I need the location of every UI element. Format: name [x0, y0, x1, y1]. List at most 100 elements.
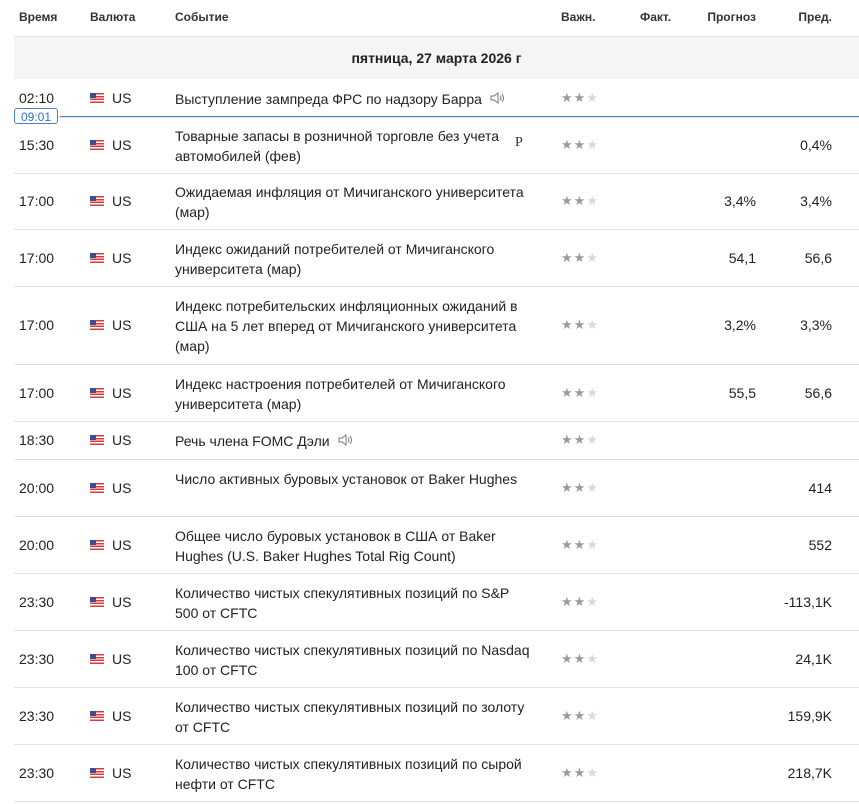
importance-stars: ★★★ [561, 765, 599, 781]
event-time: 20:00 [19, 479, 55, 496]
previous-value: 3,4% [800, 193, 832, 209]
event-title-cell[interactable]: Количество чистых спекулятивных позиций … [175, 697, 535, 737]
event-title[interactable]: Количество чистых спекулятивных позиций … [175, 755, 522, 792]
event-title[interactable]: Количество чистых спекулятивных позиций … [175, 641, 530, 678]
forecast-value: 54,1 [728, 249, 756, 266]
event-title-cell[interactable]: Индекс потребительских инфляционных ожид… [175, 296, 535, 356]
event-title[interactable]: Выступление зампреда ФРС по надзору Барр… [175, 91, 482, 107]
star-icon: ★ [561, 764, 574, 780]
current-time-badge: 09:01 [14, 108, 58, 124]
importance-stars: ★★★ [561, 537, 599, 553]
star-icon: ★ [561, 593, 574, 609]
event-time: 17:00 [19, 384, 55, 401]
event-time: 20:00 [19, 536, 55, 553]
event-row[interactable]: 23:30 US Количество чистых спекулятивных п… [0, 631, 859, 688]
event-title[interactable]: Индекс ожиданий потребителей от Мичиганс… [175, 240, 495, 277]
event-title[interactable]: Число активных буровых установок от Bake… [175, 470, 518, 487]
header-event[interactable]: Событие [175, 10, 229, 24]
star-icon: ★ [586, 317, 599, 332]
star-icon: ★ [561, 384, 574, 400]
header-divider [14, 36, 859, 37]
event-time: 02:10 [19, 90, 55, 106]
us-flag-icon [90, 482, 104, 493]
header-currency[interactable]: Валюта [90, 10, 136, 24]
speech-icon [338, 434, 352, 447]
row-divider [14, 516, 859, 517]
event-title-cell[interactable]: Ожидаемая инфляция от Мичиганского униве… [175, 182, 535, 222]
event-time: 15:30 [19, 137, 55, 153]
event-row[interactable]: 23:30 US Количество чистых спекулятивных п… [0, 574, 859, 631]
star-icon: ★ [573, 432, 587, 447]
event-row[interactable]: 15:30 US Товарные запасы в розничной торго… [0, 118, 859, 174]
event-title[interactable]: Количество чистых спекулятивных позиций … [175, 584, 510, 621]
star-icon: ★ [561, 193, 574, 208]
event-title-cell[interactable]: Индекс ожиданий потребителей от Мичиганс… [175, 239, 535, 279]
us-flag-icon [90, 196, 104, 207]
star-icon: ★ [586, 479, 599, 495]
event-title[interactable]: Индекс потребительских инфляционных ожид… [175, 298, 518, 354]
current-time-line [60, 116, 859, 117]
currency-cell: US [90, 385, 131, 401]
event-title-cell[interactable]: Выступление зампреда ФРС по надзору Барр… [175, 89, 535, 109]
event-title[interactable]: Общее число буровых установок в США от B… [175, 527, 496, 564]
event-row[interactable]: 17:00 US Индекс настроения потребителей от… [0, 365, 859, 422]
star-icon: ★ [573, 90, 587, 105]
star-icon: ★ [561, 249, 574, 265]
star-icon: ★ [561, 137, 574, 152]
us-flag-icon [90, 387, 104, 398]
header-forecast[interactable]: Прогноз [707, 10, 756, 24]
previous-value: 3,3% [800, 317, 832, 333]
event-title[interactable]: Индекс настроения потребителей от Мичига… [175, 375, 506, 412]
currency-code: US [112, 536, 132, 553]
event-title-cell[interactable]: Число активных буровых установок от Bake… [175, 469, 535, 489]
row-divider [14, 630, 859, 631]
event-row[interactable]: 23:30 US Количество чистых спекулятивных п… [0, 688, 859, 745]
previous-value: 0,4% [800, 137, 832, 153]
importance-stars: ★★★ [561, 708, 599, 724]
event-title[interactable]: Товарные запасы в розничной торговле без… [175, 128, 500, 164]
star-icon: ★ [586, 707, 599, 723]
header-actual[interactable]: Факт. [640, 10, 672, 24]
event-title-cell[interactable]: Речь члена FOMC Дэли [175, 431, 535, 451]
currency-code: US [112, 650, 132, 667]
importance-stars: ★★★ [561, 193, 599, 209]
event-title-cell[interactable]: Количество чистых спекулятивных позиций … [175, 583, 535, 623]
event-row[interactable]: 20:00 US Общее число буровых установок в С… [0, 517, 859, 574]
header-importance[interactable]: Важн. [561, 10, 596, 24]
speech-icon [490, 92, 504, 105]
event-row[interactable]: 17:00 US Индекс ожиданий потребителей от М… [0, 230, 859, 287]
event-row[interactable]: 20:00 US Число активных буровых установок … [0, 460, 859, 517]
importance-stars: ★★★ [561, 480, 599, 496]
event-title[interactable]: Речь члена FOMC Дэли [175, 433, 330, 449]
event-title[interactable]: Ожидаемая инфляция от Мичиганского униве… [175, 184, 524, 220]
currency-cell: US [90, 651, 131, 667]
event-title-cell[interactable]: Общее число буровых установок в США от B… [175, 526, 535, 566]
event-row[interactable]: 02:10 US Выступление зампреда ФРС по надзо… [0, 80, 859, 118]
currency-code: US [112, 384, 132, 401]
event-title-cell[interactable]: Количество чистых спекулятивных позиций … [175, 640, 535, 680]
event-title-cell[interactable]: Индекс настроения потребителей от Мичига… [175, 374, 535, 414]
row-divider [14, 459, 859, 460]
forecast-value: 55,5 [728, 384, 756, 401]
star-icon: ★ [586, 593, 599, 609]
currency-code: US [112, 193, 132, 209]
star-icon: ★ [573, 479, 587, 495]
event-title-cell[interactable]: Товарные запасы в розничной торговле без… [175, 126, 535, 166]
event-row[interactable]: 18:30 US Речь члена FOMC Дэли ★★★ [0, 422, 859, 460]
star-icon: ★ [573, 536, 587, 552]
event-row[interactable]: 23:30 US Количество чистых спекулятивных п… [0, 745, 859, 802]
event-row[interactable]: 17:00 US Ожидаемая инфляция от Мичиганског… [0, 174, 859, 230]
event-title-cell[interactable]: Количество чистых спекулятивных позиций … [175, 754, 535, 794]
event-title[interactable]: Количество чистых спекулятивных позиций … [175, 698, 525, 735]
currency-cell: US [90, 765, 131, 781]
event-row[interactable]: 17:00 US Индекс потребительских инфляционн… [0, 287, 859, 365]
row-divider [14, 229, 859, 230]
header-previous[interactable]: Пред. [798, 10, 832, 24]
star-icon: ★ [561, 707, 574, 723]
previous-value: 24,1K [795, 650, 832, 667]
star-icon: ★ [561, 650, 574, 666]
date-group-header: пятница, 27 марта 2026 г [14, 37, 859, 79]
forecast-value: 3,4% [724, 193, 756, 209]
importance-stars: ★★★ [561, 250, 599, 266]
header-time[interactable]: Время [19, 10, 58, 24]
